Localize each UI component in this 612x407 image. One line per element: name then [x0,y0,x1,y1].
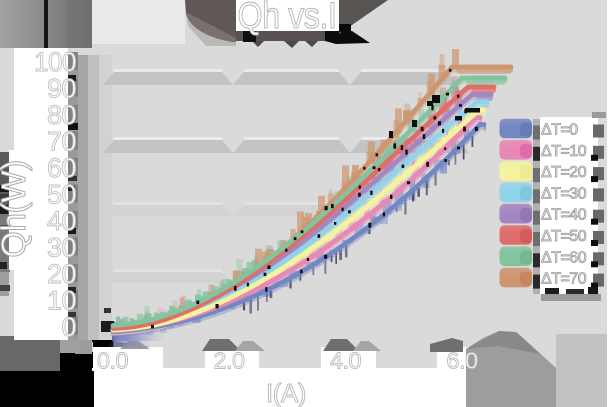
svg-text:40: 40 [47,206,76,236]
svg-text:I(A): I(A) [266,378,306,407]
svg-text:30: 30 [47,233,76,263]
svg-text:6.0: 6.0 [446,348,478,374]
svg-text:70: 70 [47,127,76,157]
svg-text:Qh(W): Qh(W) [0,160,33,258]
svg-text:100: 100 [34,47,76,77]
svg-text:0: 0 [62,312,77,342]
svg-text:ΔT=0: ΔT=0 [541,122,578,139]
svg-text:ΔT=50: ΔT=50 [541,228,587,245]
svg-text:ΔT=30: ΔT=30 [541,185,587,202]
svg-text:90: 90 [47,74,76,104]
svg-text:60: 60 [47,153,76,183]
svg-text:ΔT=10: ΔT=10 [541,143,587,160]
svg-text:20: 20 [47,259,76,289]
svg-text:ΔT=60: ΔT=60 [541,249,587,266]
svg-text:Qh vs.I: Qh vs.I [238,0,337,36]
svg-text:2.0: 2.0 [213,348,245,374]
svg-text:ΔT=20: ΔT=20 [541,164,587,181]
svg-text:50: 50 [47,180,76,210]
svg-text:0.0: 0.0 [97,348,129,374]
svg-text:ΔT=70: ΔT=70 [541,271,587,288]
svg-text:10: 10 [47,286,76,316]
svg-text:80: 80 [47,100,76,130]
svg-text:4.0: 4.0 [330,348,362,374]
svg-text:ΔT=40: ΔT=40 [541,207,587,224]
